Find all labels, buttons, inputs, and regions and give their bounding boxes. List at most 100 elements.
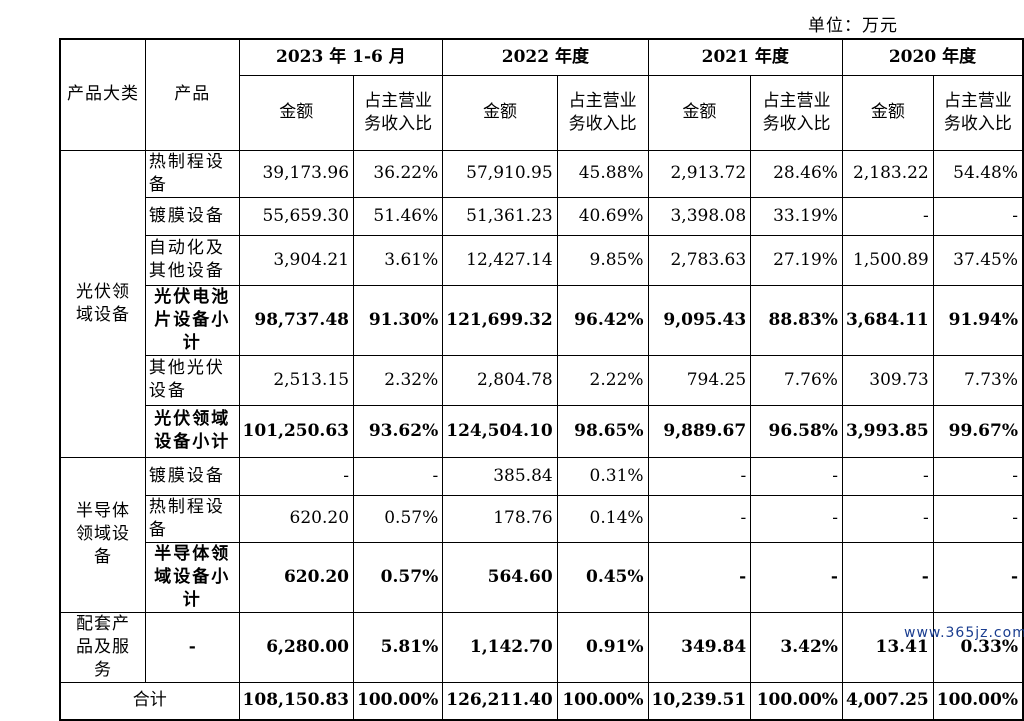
amount-cell: 2,183.22 — [841, 149, 934, 198]
ratio-cell: 45.88% — [556, 149, 649, 198]
amount-cell: 39,173.96 — [238, 149, 355, 198]
ratio-cell: 100.00% — [353, 681, 444, 721]
ratio-cell: - — [750, 541, 843, 613]
amount-cell: - — [238, 456, 355, 496]
amount-cell: 3,904.21 — [238, 234, 355, 286]
product-cell: 热制程设备 — [144, 494, 240, 543]
amount-cell: 121,699.32 — [442, 284, 558, 356]
ratio-cell: 3.61% — [353, 234, 444, 286]
amount-cell: - — [841, 541, 934, 613]
amount-cell: 349.84 — [647, 611, 752, 683]
amount-cell: - — [647, 494, 752, 543]
ratio-cell: - — [932, 456, 1024, 496]
amount-cell: 4,007.25 — [841, 681, 934, 721]
amount-cell: 3,993.85 — [841, 404, 934, 458]
header-product: 产品 — [144, 38, 240, 151]
support-row: 配套产品及服务 -6,280.00 5.81% 1,142.70 0.91% 349.84… — [59, 611, 1024, 683]
amount-cell: - — [841, 494, 934, 543]
amount-cell: - — [841, 456, 934, 496]
amount-cell: 108,150.83 — [238, 681, 355, 721]
ratio-cell: - — [932, 541, 1024, 613]
amount-cell: 10,239.51 — [647, 681, 752, 721]
amount-cell: 178.76 — [442, 494, 558, 543]
ratio-cell: 0.57% — [353, 494, 444, 543]
product-cell: 光伏电池片设备小计 — [144, 284, 240, 356]
table-row: 热制程设备 620.20 0.57% 178.76 0.14% - - - - — [60, 494, 1024, 543]
amount-cell: 309.73 — [841, 354, 934, 406]
amount-cell: 101,250.63 — [238, 404, 355, 458]
ratio-cell: 27.19% — [750, 234, 843, 286]
ratio-cell: 100.00% — [932, 681, 1024, 721]
ratio-cell: 40.69% — [556, 196, 649, 236]
header-ratio: 占主营业务收入比 — [750, 74, 843, 151]
total-label: 合计 — [59, 681, 240, 721]
amount-cell: 794.25 — [647, 354, 752, 406]
header-ratio: 占主营业务收入比 — [353, 74, 444, 151]
category-cell: 光伏领域设备 — [59, 149, 146, 458]
header-category: 产品大类 — [59, 38, 146, 151]
amount-cell: 1,500.89 — [841, 234, 934, 286]
header-row-metrics: 金额 占主营业务收入比 金额 占主营业务收入比 金额 占主营业务收入比 金额 占… — [60, 74, 1024, 151]
ratio-cell: 7.76% — [750, 354, 843, 406]
amount-cell: 3,684.11 — [841, 284, 934, 356]
header-period: 2020 年度 — [841, 38, 1024, 76]
category-cell: 半导体领域设备 — [59, 456, 146, 613]
product-cell: 光伏领域设备小计 — [144, 404, 240, 458]
ratio-cell: 100.00% — [556, 681, 649, 721]
header-amount: 金额 — [841, 74, 934, 151]
ratio-cell: 96.42% — [556, 284, 649, 356]
ratio-cell: - — [353, 456, 444, 496]
amount-cell: 124,504.10 — [442, 404, 558, 458]
ratio-cell: 54.48% — [932, 149, 1024, 198]
ratio-cell: 91.94% — [932, 284, 1024, 356]
amount-cell: 3,398.08 — [647, 196, 752, 236]
ratio-cell: - — [750, 494, 843, 543]
ratio-cell: - — [932, 196, 1024, 236]
table-row: 自动化及其他设备 3,904.21 3.61% 12,427.14 9.85% 2,783… — [60, 234, 1024, 286]
amount-cell: 564.60 — [442, 541, 558, 613]
ratio-cell: 91.30% — [353, 284, 444, 356]
ratio-cell: 5.81% — [353, 611, 444, 683]
ratio-cell: 36.22% — [353, 149, 444, 198]
amount-cell: 57,910.95 — [442, 149, 558, 198]
amount-cell: 9,095.43 — [647, 284, 752, 356]
amount-cell: 2,804.78 — [442, 354, 558, 406]
amount-cell: 385.84 — [442, 456, 558, 496]
ratio-cell: 96.58% — [750, 404, 843, 458]
amount-cell: 98,737.48 — [238, 284, 355, 356]
table-row: 光伏电池片设备小计 98,737.48 91.30% 121,699.32 96.42%… — [60, 284, 1024, 356]
ratio-cell: 2.32% — [353, 354, 444, 406]
unit-label: 单位：万元 — [808, 16, 898, 36]
ratio-cell: 37.45% — [932, 234, 1024, 286]
product-cell: 热制程设备 — [144, 149, 240, 198]
table-row: 其他光伏设备 2,513.15 2.32% 2,804.78 2.22% 794.25 7.… — [60, 354, 1024, 406]
ratio-cell: 88.83% — [750, 284, 843, 356]
header-period: 2021 年度 — [647, 38, 843, 76]
ratio-cell: 0.57% — [353, 541, 444, 613]
ratio-cell: 100.00% — [750, 681, 843, 721]
ratio-cell: 2.22% — [556, 354, 649, 406]
ratio-cell: 0.45% — [556, 541, 649, 613]
product-cell: - — [144, 611, 240, 683]
ratio-cell: 98.65% — [556, 404, 649, 458]
product-cell: 自动化及其他设备 — [144, 234, 240, 286]
amount-cell: 620.20 — [238, 494, 355, 543]
header-amount: 金额 — [647, 74, 752, 151]
ratio-cell: 9.85% — [556, 234, 649, 286]
watermark: www.365jz.com — [904, 625, 1024, 641]
amount-cell: - — [647, 456, 752, 496]
ratio-cell: 0.91% — [556, 611, 649, 683]
header-ratio: 占主营业务收入比 — [932, 74, 1024, 151]
product-cell: 镀膜设备 — [144, 456, 240, 496]
amount-cell: 51,361.23 — [442, 196, 558, 236]
header-period: 2023 年 1-6 月 — [238, 38, 444, 76]
ratio-cell: 51.46% — [353, 196, 444, 236]
amount-cell: 12,427.14 — [442, 234, 558, 286]
amount-cell: - — [841, 196, 934, 236]
product-cell: 半导体领域设备小计 — [144, 541, 240, 613]
header-amount: 金额 — [442, 74, 558, 151]
table-row: 半导体领域设备 镀膜设备 - -385.84 0.31% - - - - — [59, 456, 1024, 613]
amount-cell: 9,889.67 — [647, 404, 752, 458]
amount-cell: 2,913.72 — [647, 149, 752, 198]
header-period: 2022 年度 — [442, 38, 649, 76]
